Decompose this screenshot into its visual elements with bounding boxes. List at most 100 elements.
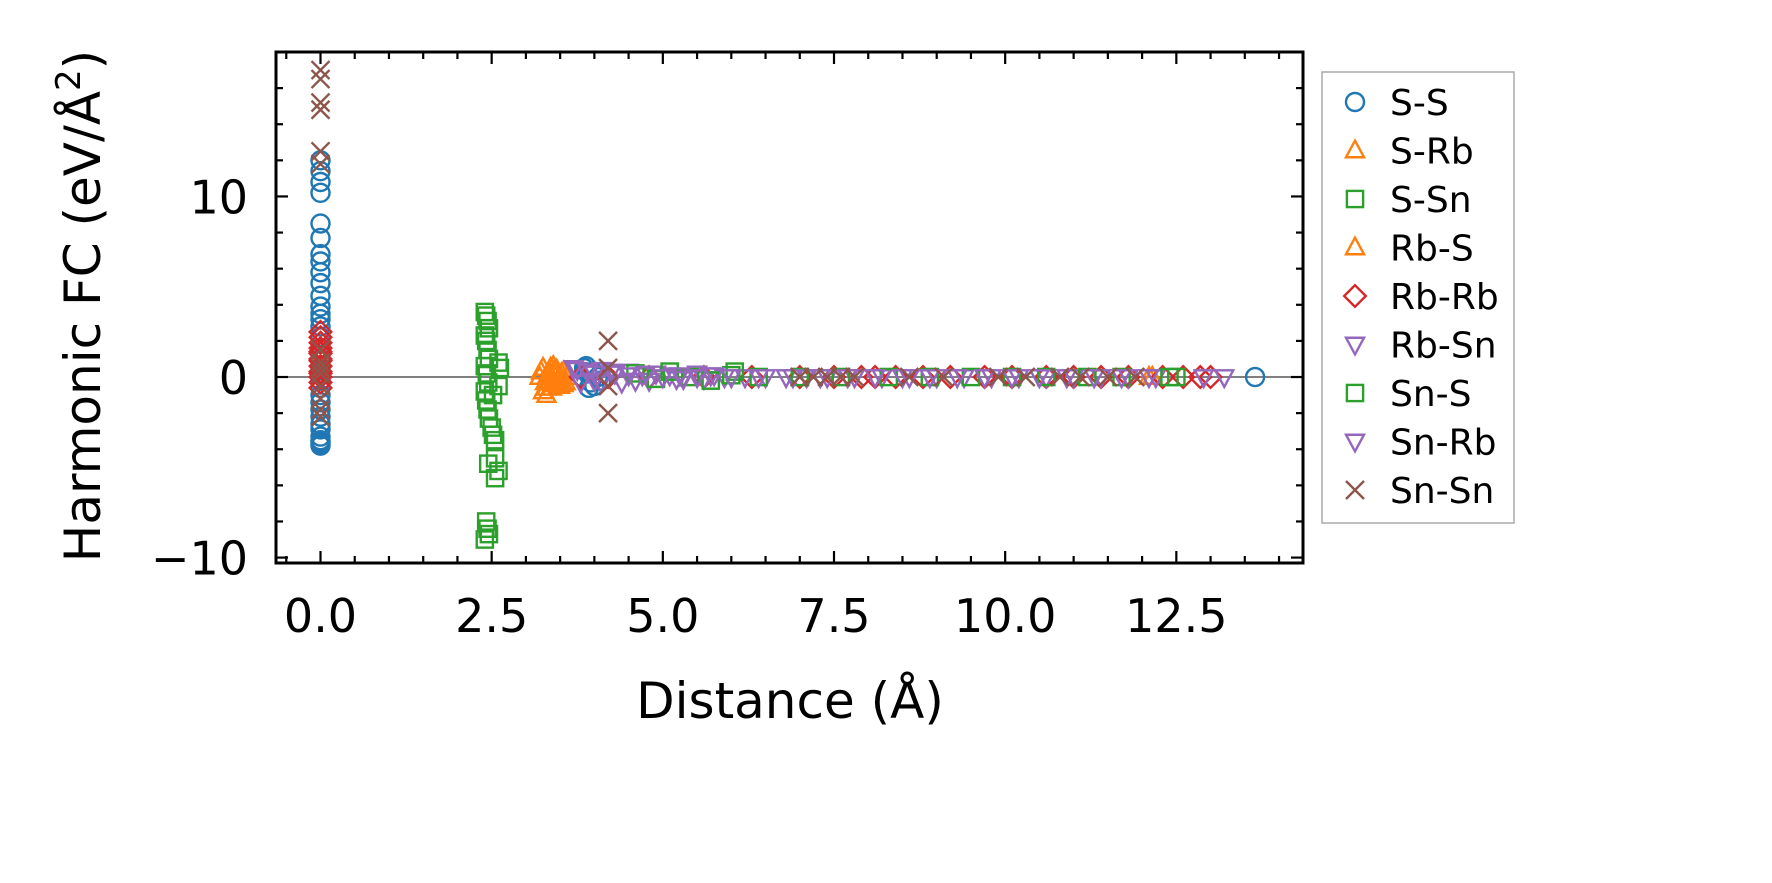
y-tick-label: −10 bbox=[151, 532, 248, 586]
data-point bbox=[1070, 367, 1091, 387]
data-point bbox=[973, 369, 996, 390]
legend-label: Sn-S bbox=[1390, 374, 1472, 415]
legend-label: S-Sn bbox=[1390, 180, 1472, 221]
data-point bbox=[310, 399, 331, 420]
y-axis-label: Harmonic FC (eV/Å2) bbox=[49, 50, 112, 562]
series-s-s bbox=[310, 150, 1266, 456]
data-point bbox=[310, 99, 331, 120]
data-point bbox=[1015, 367, 1036, 387]
data-point bbox=[490, 358, 510, 378]
data-point bbox=[549, 364, 572, 385]
data-point bbox=[831, 367, 851, 387]
data-point bbox=[308, 335, 334, 361]
x-tick-label: 2.5 bbox=[455, 589, 528, 643]
data-point bbox=[1050, 367, 1070, 387]
data-point bbox=[478, 454, 498, 473]
data-point bbox=[1098, 367, 1118, 387]
data-point bbox=[720, 369, 743, 390]
series-sn-sn bbox=[310, 60, 1146, 427]
data-point bbox=[672, 370, 695, 392]
legend-label: Rb-Sn bbox=[1390, 326, 1497, 367]
legend-item: Sn-Rb bbox=[1343, 423, 1497, 464]
data-point bbox=[1110, 369, 1133, 390]
legend-marker bbox=[1343, 336, 1367, 357]
data-point bbox=[485, 468, 505, 488]
legend-label: Sn-Sn bbox=[1390, 471, 1494, 512]
legend-label: S-Rb bbox=[1390, 132, 1474, 173]
data-point bbox=[1141, 364, 1164, 385]
legend-item: Rb-S bbox=[1343, 229, 1474, 270]
legend-marker bbox=[1345, 189, 1365, 209]
data-point bbox=[310, 182, 331, 204]
data-point bbox=[475, 326, 495, 345]
legend-item: Sn-Sn bbox=[1345, 471, 1494, 512]
data-point bbox=[617, 367, 640, 388]
data-point bbox=[310, 406, 331, 427]
x-tick-label: 0.0 bbox=[284, 589, 357, 643]
data-point bbox=[747, 369, 770, 390]
data-point bbox=[668, 367, 691, 388]
data-point bbox=[310, 316, 331, 337]
data-point bbox=[310, 69, 331, 89]
data-point bbox=[310, 160, 331, 182]
y-axis-label-main: Harmonic FC (eV/Å bbox=[54, 91, 112, 562]
data-point bbox=[624, 372, 647, 394]
data-point bbox=[1125, 367, 1146, 387]
data-point bbox=[988, 367, 1009, 387]
data-point bbox=[864, 369, 887, 390]
data-point bbox=[1001, 369, 1024, 390]
data-point bbox=[598, 331, 618, 351]
data-point bbox=[686, 369, 709, 390]
data-point bbox=[310, 430, 331, 451]
legend-label: Rb-Rb bbox=[1390, 277, 1499, 318]
data-point bbox=[933, 367, 954, 387]
data-point bbox=[475, 530, 495, 549]
data-point bbox=[310, 406, 331, 427]
legend-marker bbox=[1344, 91, 1366, 113]
legend: S-S S-Rb S-Sn Rb-S Rb-Rb Rb-Sn Sn-S Sn-Rb Sn-Sn bbox=[1321, 71, 1515, 524]
y-tick-label: 0 bbox=[219, 351, 248, 405]
legend-marker bbox=[1343, 138, 1367, 159]
axis-ticks bbox=[276, 50, 1303, 563]
data-point bbox=[308, 330, 334, 356]
data-point bbox=[701, 371, 721, 390]
legend-marker bbox=[1342, 283, 1368, 309]
data-point bbox=[310, 92, 331, 113]
y-tick-label: 10 bbox=[189, 170, 248, 224]
data-point bbox=[1244, 366, 1266, 388]
legend-label: S-S bbox=[1390, 83, 1449, 124]
data-point bbox=[598, 376, 618, 396]
data-point bbox=[310, 296, 331, 317]
y-axis-label-close: ) bbox=[54, 50, 112, 70]
data-markers bbox=[308, 60, 1266, 549]
data-point bbox=[476, 306, 496, 325]
data-point bbox=[703, 367, 726, 388]
data-point bbox=[310, 337, 331, 359]
data-point bbox=[1083, 369, 1106, 390]
data-point bbox=[844, 367, 865, 387]
data-point bbox=[310, 285, 331, 306]
plot-area bbox=[276, 60, 1303, 549]
data-point bbox=[918, 369, 941, 390]
data-point bbox=[310, 227, 331, 249]
data-point bbox=[310, 303, 331, 325]
data-point bbox=[1036, 367, 1056, 387]
legend-label: Sn-Rb bbox=[1390, 423, 1497, 464]
series-s-sn bbox=[475, 302, 510, 549]
data-point bbox=[566, 361, 589, 383]
data-point bbox=[1167, 367, 1186, 387]
data-point bbox=[308, 364, 334, 390]
x-tick-label: 5.0 bbox=[626, 589, 699, 643]
legend-item: Sn-S bbox=[1345, 374, 1472, 415]
data-point bbox=[310, 419, 331, 440]
data-point bbox=[310, 272, 331, 294]
data-point bbox=[790, 367, 810, 387]
legend-item: S-Sn bbox=[1345, 180, 1472, 221]
legend-label: Rb-S bbox=[1390, 229, 1474, 270]
data-point bbox=[562, 360, 585, 381]
x-tick-label: 10.0 bbox=[954, 589, 1056, 643]
data-point bbox=[485, 448, 505, 468]
data-point bbox=[1187, 364, 1213, 390]
axis-tick-labels: 0.0 2.5 5.0 7.5 10.0 12.5 −10 0 10 bbox=[151, 170, 1228, 643]
data-point bbox=[1137, 369, 1160, 390]
